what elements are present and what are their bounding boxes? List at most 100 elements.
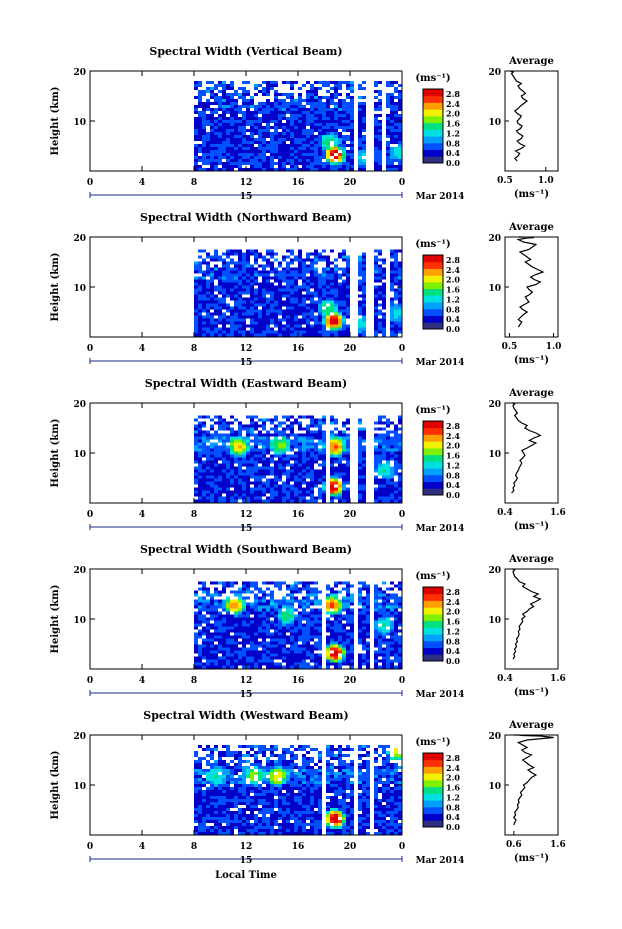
- heatmap-cell: [374, 90, 378, 93]
- heatmap-cell: [238, 617, 242, 621]
- heatmap-cell: [298, 415, 302, 419]
- heatmap-cell: [214, 120, 218, 123]
- heatmap-cell: [282, 629, 286, 633]
- heatmap-cell: [290, 273, 294, 277]
- heatmap-cell: [362, 267, 366, 271]
- heatmap-cell: [258, 132, 262, 135]
- heatmap-cell: [254, 117, 258, 120]
- heatmap-cell: [202, 288, 206, 292]
- heatmap-cell: [386, 424, 390, 428]
- heatmap-cell: [286, 333, 290, 337]
- heatmap-cell: [254, 249, 258, 253]
- heatmap-cell: [266, 430, 270, 434]
- heatmap-cell: [394, 255, 398, 259]
- heatmap-cell: [274, 430, 278, 434]
- heatmap-cell: [234, 126, 238, 129]
- heatmap-cell: [226, 481, 230, 485]
- heatmap-cell: [318, 126, 322, 129]
- heatmap-cell: [290, 114, 294, 117]
- heatmap-cell: [262, 267, 266, 271]
- heatmap-cell: [358, 285, 362, 289]
- heatmap-cell: [298, 605, 302, 609]
- heatmap-cell: [270, 147, 274, 150]
- heatmap-cell: [310, 156, 314, 159]
- heatmap-cell: [278, 484, 282, 488]
- heatmap-cell: [234, 105, 238, 108]
- heatmap-cell: [286, 593, 290, 597]
- heatmap-cell: [358, 258, 362, 262]
- heatmap-cell: [202, 493, 206, 497]
- heatmap-cell: [346, 306, 350, 310]
- heatmap-cell: [334, 596, 338, 600]
- heatmap-cell: [210, 608, 214, 612]
- heatmap-cell: [322, 114, 326, 117]
- heatmap-cell: [230, 333, 234, 337]
- heatmap-cell: [206, 273, 210, 277]
- heatmap-cell: [290, 439, 294, 443]
- heatmap-cell: [390, 623, 394, 627]
- heatmap-cell: [306, 156, 310, 159]
- heatmap-cell: [330, 279, 334, 283]
- heatmap-cell: [282, 132, 286, 135]
- heatmap-cell: [302, 303, 306, 307]
- heatmap-cell: [254, 421, 258, 425]
- heatmap-cell: [322, 84, 326, 87]
- heatmap-cell: [318, 81, 322, 84]
- heatmap-cell: [222, 315, 226, 319]
- colorbar-swatch: [423, 136, 443, 144]
- heatmap-cell: [386, 81, 390, 84]
- heatmap-cell: [254, 252, 258, 256]
- heatmap-cell: [346, 327, 350, 331]
- heatmap-cell: [334, 623, 338, 627]
- heatmap-cell: [398, 457, 402, 461]
- heatmap-cell: [278, 499, 282, 503]
- heatmap-cell: [398, 475, 402, 479]
- heatmap-cell: [374, 147, 378, 150]
- heatmap-cell: [210, 303, 214, 307]
- heatmap-cell: [382, 463, 386, 467]
- heatmap-cell: [314, 436, 318, 440]
- heatmap-cell: [270, 270, 274, 274]
- heatmap-cell: [342, 153, 346, 156]
- heatmap-cell: [362, 623, 366, 627]
- heatmap-cell: [262, 581, 266, 585]
- heatmap-cell: [326, 279, 330, 283]
- heatmap-cell: [230, 430, 234, 434]
- heatmap-cell: [258, 297, 262, 301]
- heatmap-cell: [294, 279, 298, 283]
- heatmap-cell: [306, 424, 310, 428]
- heatmap-cell: [278, 102, 282, 105]
- heatmap-cell: [258, 108, 262, 111]
- heatmap-cell: [222, 605, 226, 609]
- heatmap-cell: [302, 270, 306, 274]
- heatmap-cell: [226, 614, 230, 618]
- heatmap-cell: [250, 584, 254, 588]
- heatmap-cell: [346, 460, 350, 464]
- heatmap-cell: [322, 285, 326, 289]
- heatmap-cell: [310, 318, 314, 322]
- heatmap-cell: [270, 132, 274, 135]
- heatmap-cell: [278, 327, 282, 331]
- heatmap-cell: [262, 614, 266, 618]
- heatmap-cell: [226, 306, 230, 310]
- heatmap-cell: [318, 457, 322, 461]
- heatmap-cell: [218, 427, 222, 431]
- heatmap-cell: [266, 249, 270, 253]
- heatmap-cell: [266, 445, 270, 449]
- heatmap-cell: [326, 623, 330, 627]
- heatmap-cell: [274, 324, 278, 328]
- heatmap-cell: [206, 430, 210, 434]
- heatmap-cell: [350, 617, 354, 621]
- heatmap-cell: [242, 330, 246, 334]
- heatmap-cell: [242, 333, 246, 337]
- heatmap-cell: [198, 623, 202, 627]
- heatmap-cell: [358, 129, 362, 132]
- heatmap-cell: [322, 255, 326, 259]
- heatmap-cell: [314, 126, 318, 129]
- heatmap-cell: [270, 632, 274, 636]
- heatmap-cell: [326, 105, 330, 108]
- heatmap-cell: [358, 617, 362, 621]
- heatmap-cell: [398, 294, 402, 298]
- heatmap-cell: [290, 93, 294, 96]
- heatmap-cell: [342, 315, 346, 319]
